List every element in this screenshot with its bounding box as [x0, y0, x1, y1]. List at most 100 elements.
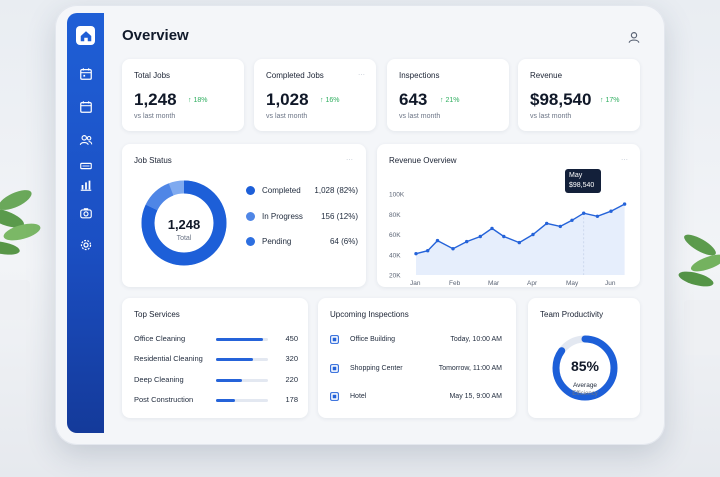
plant-decoration	[678, 234, 720, 355]
service-bar-fill	[216, 338, 263, 341]
revenue-point	[558, 224, 562, 229]
service-row: Post Construction 178	[134, 395, 298, 407]
nav-schedule[interactable]	[76, 97, 95, 116]
inspection-time: May 15, 9:00 AM	[449, 393, 502, 400]
revenue-point	[545, 221, 549, 226]
service-value: 320	[285, 354, 298, 363]
stat-value: 1,248	[134, 90, 177, 109]
revenue-point	[622, 202, 627, 206]
service-value: 450	[285, 334, 298, 343]
service-value: 178	[285, 395, 298, 404]
x-tick-label: Jan	[410, 280, 421, 287]
calendar-icon	[79, 67, 92, 80]
inspection-name: Office Building	[350, 336, 396, 343]
home-icon	[80, 30, 91, 41]
nav-calendar[interactable]	[76, 64, 95, 83]
stat-card-total-jobs[interactable]: Total Jobs 1,248 ↑ 18% vs last month	[122, 59, 244, 131]
gauge-fill	[552, 335, 618, 401]
service-row: Deep Cleaning 220	[134, 375, 298, 387]
inspection-row[interactable]: Office Building Today, 10:00 AM	[330, 333, 502, 347]
revenue-point	[595, 214, 600, 218]
chart-tooltip: May $98,540	[565, 169, 601, 193]
productivity-label: Average	[572, 382, 598, 389]
x-tick-label: Apr	[527, 280, 538, 287]
y-tick-label: 80K	[389, 212, 401, 219]
main-content: Overview Total Jobs 1,248 ↑ 18% vs last …	[104, 13, 654, 433]
settings-icon	[80, 239, 91, 250]
stat-change: ↑ 16%	[320, 97, 340, 104]
y-tick-label: 60K	[389, 232, 401, 239]
nav-home[interactable]	[76, 26, 95, 45]
productivity-sub: Efficiency	[572, 391, 598, 397]
stat-sub: vs last month	[266, 113, 308, 120]
legend-dot	[246, 237, 255, 246]
service-name: Post Construction	[134, 395, 194, 404]
stat-change: ↑ 18%	[188, 97, 208, 104]
nav-invoices[interactable]	[76, 156, 95, 175]
card-title: Job Status	[134, 156, 172, 165]
revenue-point	[435, 238, 440, 243]
stat-card-inspections[interactable]: Inspections 643 ↑ 21% vs last month	[387, 59, 509, 131]
stat-card-revenue[interactable]: Revenue $98,540 ↑ 17% vs last month	[518, 59, 640, 131]
stat-value: $98,540	[530, 90, 592, 109]
stat-sub: vs last month	[399, 113, 441, 120]
users-icon	[79, 134, 92, 145]
stat-value: 643	[399, 90, 428, 109]
service-name: Office Cleaning	[134, 334, 186, 343]
nav-reports[interactable]	[76, 175, 95, 194]
invoice-icon	[79, 162, 92, 169]
top-services-card: Top Services Office Cleaning 450 Residen…	[122, 298, 308, 418]
stat-change: ↑ 21%	[440, 97, 460, 104]
y-tick-label: 20K	[389, 273, 401, 280]
job-status-donut	[141, 180, 227, 266]
legend-name: In Progress	[262, 212, 303, 221]
service-row: Residential Cleaning 320	[134, 354, 298, 366]
donut-completed-segment	[141, 180, 227, 266]
more-icon[interactable]: ⋯	[346, 157, 353, 164]
legend-value: 64 (6%)	[329, 237, 358, 246]
productivity-value: 85%	[570, 358, 600, 374]
building-icon	[330, 392, 339, 401]
legend-dot	[246, 212, 255, 221]
stat-sub: vs last month	[134, 113, 176, 120]
revenue-point	[570, 218, 574, 222]
service-bar-track	[216, 379, 268, 382]
legend-value: 156 (12%)	[321, 212, 358, 221]
service-bar-track	[216, 399, 268, 402]
legend-value: 1,028 (82%)	[314, 186, 358, 195]
y-tick-label: 100K	[389, 192, 405, 199]
service-value: 220	[285, 375, 298, 384]
card-title: Upcoming Inspections	[330, 310, 409, 319]
tooltip-month: May	[569, 172, 583, 179]
team-productivity-card: Team Productivity 85% Average Efficiency	[528, 298, 640, 418]
more-icon[interactable]: ⋯	[358, 72, 365, 79]
camera-icon	[79, 207, 92, 218]
user-icon[interactable]	[627, 30, 641, 44]
donut-center-label: Total	[176, 235, 192, 242]
revenue-point	[582, 211, 586, 215]
inspection-row[interactable]: Hotel May 15, 9:00 AM	[330, 390, 502, 404]
stat-value: 1,028	[266, 90, 309, 109]
stat-card-completed-jobs[interactable]: Completed Jobs ⋯ 1,028 ↑ 16% vs last mon…	[254, 59, 376, 131]
service-name: Deep Cleaning	[134, 375, 184, 384]
page-title: Overview	[122, 27, 189, 44]
revenue-point	[465, 239, 469, 244]
nav-settings[interactable]	[76, 235, 95, 254]
service-row: Office Cleaning 450	[134, 334, 298, 346]
revenue-point	[490, 226, 494, 231]
more-icon[interactable]: ⋯	[621, 157, 628, 164]
revenue-point	[478, 234, 482, 239]
card-title: Top Services	[134, 310, 180, 319]
legend-completed: Completed 1,028 (82%)	[246, 185, 358, 197]
revenue-point	[531, 232, 535, 237]
stat-change: ↑ 17%	[600, 97, 620, 104]
legend-name: Pending	[262, 237, 292, 246]
revenue-point	[502, 234, 506, 239]
inspection-name: Hotel	[350, 393, 367, 400]
revenue-point	[414, 252, 418, 256]
nav-camera[interactable]	[76, 203, 95, 222]
revenue-overview-card: Revenue Overview ⋯ 100K 80K 60K 40K 20K Jan Fe…	[377, 144, 640, 287]
inspection-row[interactable]: Shopping Center Tomorrow, 11:00 AM	[330, 362, 502, 376]
nav-users[interactable]	[76, 130, 95, 149]
x-tick-label: May	[566, 280, 579, 287]
